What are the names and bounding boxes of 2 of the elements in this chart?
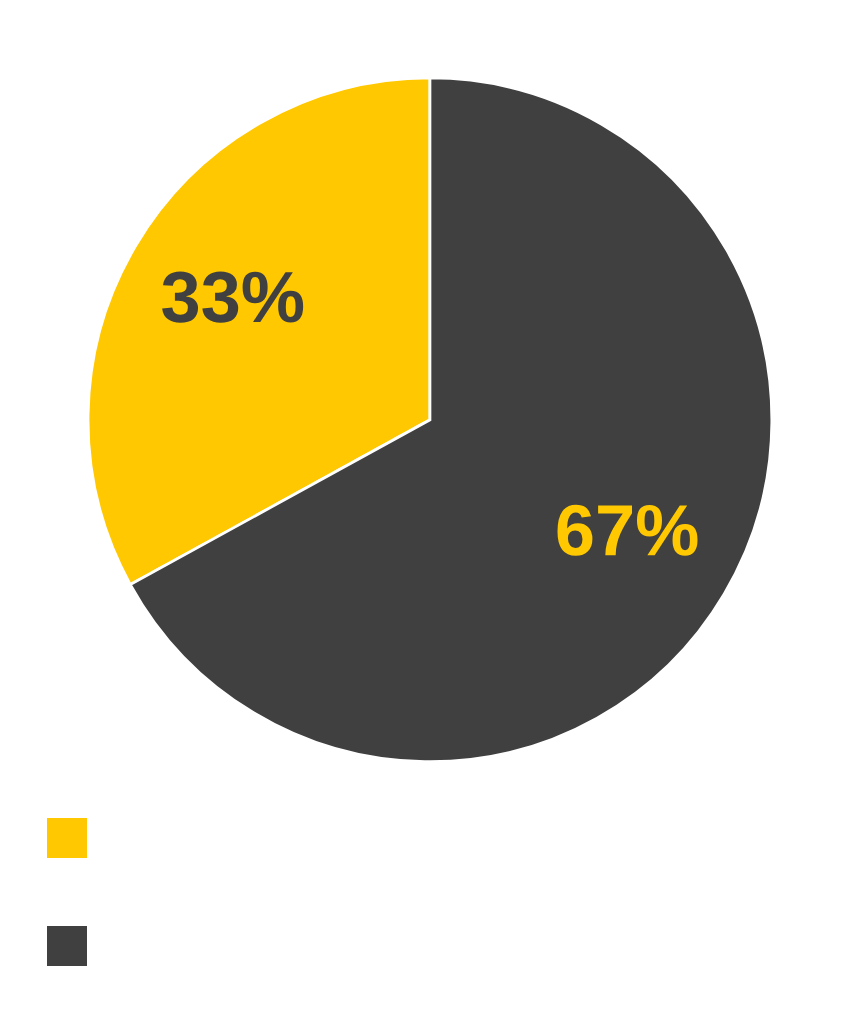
data-label: 33% [162,271,304,323]
data-label: 67% [557,504,698,556]
